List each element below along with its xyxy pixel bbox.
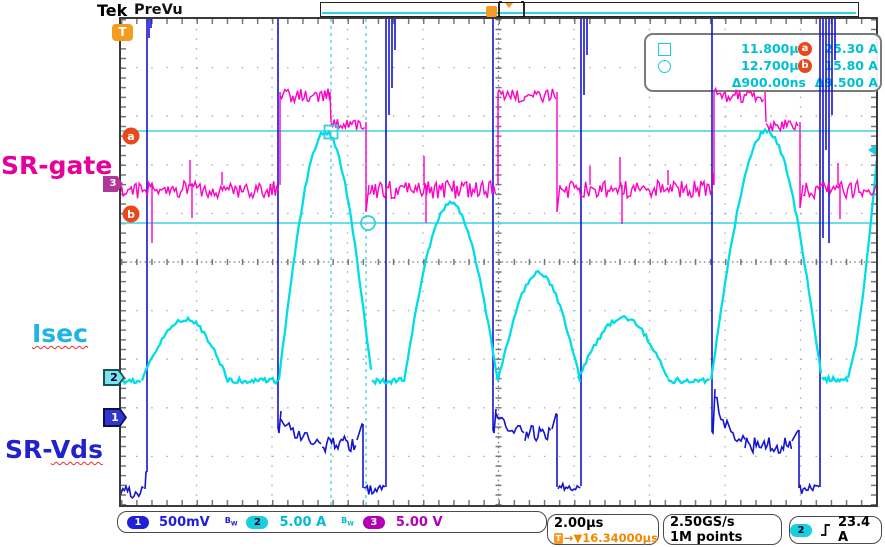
cursor2-circle-marker[interactable] xyxy=(360,215,376,231)
timebase-scale: 2.00µs xyxy=(554,516,604,531)
cursor1-time: 11.800µs xyxy=(741,41,806,56)
waveform-canvas xyxy=(121,19,876,500)
label-sr-vds: SR-Vds xyxy=(5,435,103,464)
svg-text:b: b xyxy=(127,208,135,221)
ch2-position-marker[interactable]: 2 xyxy=(103,369,125,386)
trigger-indicator-badge: T xyxy=(112,24,133,41)
sample-rate: 2.50GS/s xyxy=(670,515,735,530)
acquisition-preview-bar[interactable] xyxy=(320,2,859,17)
cursor-delta-value: Δ9.500 A xyxy=(814,75,878,90)
cursor1-square-marker[interactable] xyxy=(323,124,339,140)
cursor-readout-box: 11.800µs a 25.30 A 12.700µs b 15.80 A Δ9… xyxy=(644,33,882,92)
cursor-a-value: 25.30 A xyxy=(824,41,878,56)
svg-text:a: a xyxy=(127,130,134,143)
cursor2-circle-icon xyxy=(658,60,671,73)
channel-settings-box[interactable]: 1 500mV BW 2 5.00 A BW 3 5.00 V xyxy=(117,511,547,533)
ch1-scale: 500mV xyxy=(159,514,210,530)
trigger-source-badge: 2 xyxy=(790,523,812,537)
ch1-sr-vds xyxy=(121,19,836,500)
rising-edge-icon xyxy=(821,524,830,536)
cursor-delta-time: Δ900.00ns xyxy=(731,75,806,90)
horizontal-settings-box[interactable]: 2.00µs T → ▼ 16.34000µs xyxy=(547,514,659,545)
tek-logo: Tek xyxy=(97,1,128,20)
ch2-isec xyxy=(121,127,876,386)
acquisition-settings-box[interactable]: 2.50GS/s 1M points xyxy=(663,514,782,545)
ch2-scale: 5.00 A xyxy=(279,514,327,530)
label-isec: Isec xyxy=(32,319,88,348)
ch3-scale: 5.00 V xyxy=(395,514,443,530)
trigger-level-arrow[interactable] xyxy=(868,144,876,156)
graticule-markers: a b xyxy=(122,124,876,231)
trigger-level-value: 23.4 A xyxy=(837,515,871,545)
label-sr-gate: SR-gate xyxy=(1,151,113,180)
acquisition-mode-label: PreVu xyxy=(134,2,183,18)
ch3-sr-gate xyxy=(121,86,876,243)
cursor-b-level-badge[interactable]: b xyxy=(122,205,140,223)
cursor-b-badge: b xyxy=(798,59,812,73)
trigger-t-icon: T xyxy=(554,532,563,544)
cursor2-time: 12.700µs xyxy=(741,58,806,73)
cursor-a-level-badge[interactable]: a xyxy=(122,127,140,145)
record-length: 1M points xyxy=(670,529,743,545)
ch3-badge[interactable]: 3 xyxy=(362,515,385,529)
acquisition-window-line xyxy=(322,12,856,14)
trigger-settings-box[interactable]: 2 23.4 A xyxy=(789,515,882,545)
cursor1-square-icon xyxy=(658,43,671,56)
cursor-b-value: 15.80 A xyxy=(824,58,878,73)
ch2-badge[interactable]: 2 xyxy=(246,515,269,529)
ch3-position-marker[interactable]: 3 xyxy=(103,176,123,192)
ch2-bandwidth-icon: BW xyxy=(341,515,354,528)
ch1-position-marker[interactable]: 1 xyxy=(103,408,127,427)
cursor-a-badge: a xyxy=(798,42,812,56)
trigger-position-readout: T → ▼ 16.34000µs xyxy=(554,531,658,545)
ch1-badge[interactable]: 1 xyxy=(127,515,149,529)
ch1-bandwidth-icon: BW xyxy=(224,515,238,528)
